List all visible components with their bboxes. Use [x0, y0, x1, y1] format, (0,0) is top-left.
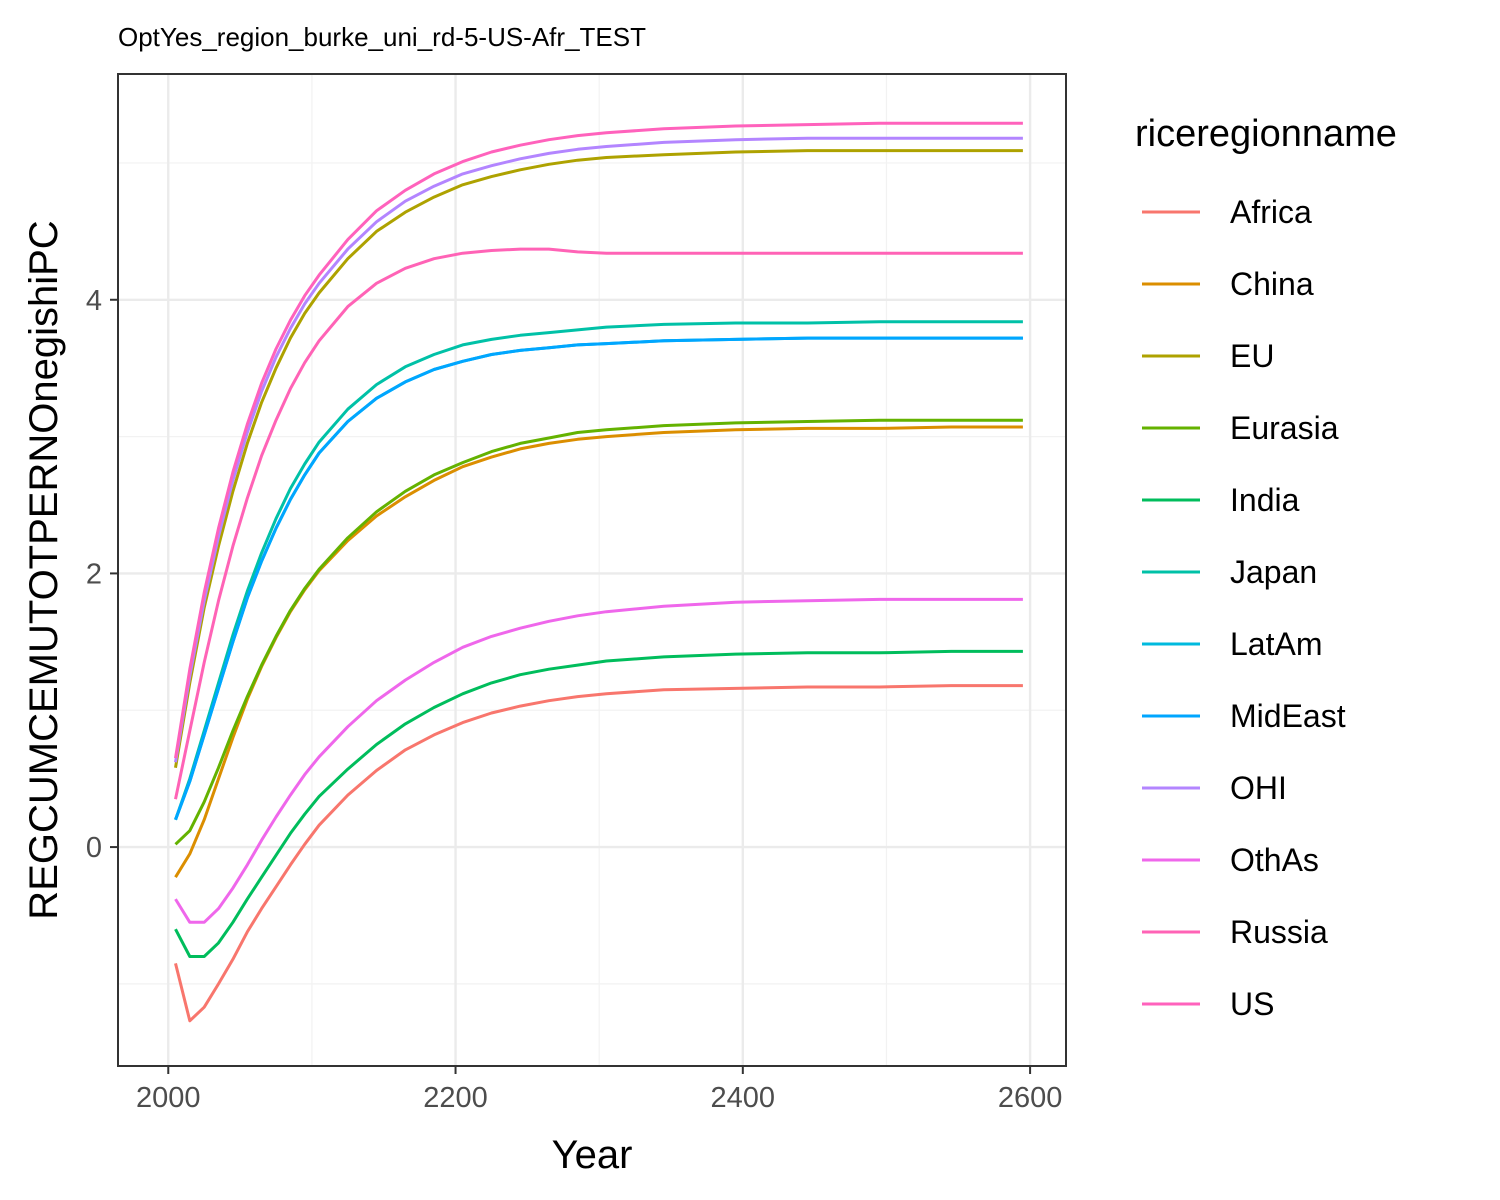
legend-label: LatAm: [1230, 626, 1322, 662]
series-line-eurasia: [174, 418, 1023, 846]
series-line-india: [174, 649, 1023, 958]
series-line-mideast: [174, 336, 1023, 821]
legend-label: Africa: [1230, 194, 1312, 230]
legend-item-india: India: [1142, 482, 1300, 518]
series-line-russia: [174, 247, 1023, 800]
legend-label: China: [1230, 266, 1314, 302]
grid: [118, 74, 1066, 1066]
series-line-ohi: [174, 136, 1023, 763]
legend-item-africa: Africa: [1142, 194, 1312, 230]
legend-item-mideast: MidEast: [1142, 698, 1346, 734]
legend-label: Eurasia: [1230, 410, 1339, 446]
legend-item-russia: Russia: [1142, 914, 1328, 950]
legend-label: EU: [1230, 338, 1274, 374]
series-line-othas: [174, 597, 1023, 924]
legend-label: OHI: [1230, 770, 1287, 806]
legend-item-eu: EU: [1142, 338, 1274, 374]
legend-label: US: [1230, 986, 1274, 1022]
y-tick-label: 0: [86, 832, 102, 864]
x-tick-label: 2600: [998, 1082, 1063, 1114]
x-axis-title: Year: [552, 1133, 633, 1177]
legend-item-latam: LatAm: [1142, 626, 1322, 662]
y-axis-title: REGCUMCEMUTOTPERNOnegishiPC: [22, 220, 66, 919]
series-line-china: [174, 425, 1023, 878]
legend-title: riceregionname: [1135, 113, 1397, 155]
legend-item-ohi: OHI: [1142, 770, 1287, 806]
x-tick-label: 2400: [711, 1082, 776, 1114]
legend-label: MidEast: [1230, 698, 1346, 734]
series-line-japan: [174, 320, 1023, 821]
legend-label: OthAs: [1230, 842, 1319, 878]
legend-item-othas: OthAs: [1142, 842, 1319, 878]
legend-label: Japan: [1230, 554, 1317, 590]
legend-label: India: [1230, 482, 1300, 518]
legend-label: Russia: [1230, 914, 1328, 950]
series-line-us: [174, 121, 1023, 759]
x-tick-label: 2200: [423, 1082, 488, 1114]
legend-item-japan: Japan: [1142, 554, 1317, 590]
series-lines: [174, 121, 1023, 1023]
chart-title: OptYes_region_burke_uni_rd-5-US-Afr_TEST: [118, 22, 646, 52]
legend-item-us: US: [1142, 986, 1274, 1022]
x-axis-ticks: 2000 2200 2400 2600: [136, 1066, 1062, 1114]
y-tick-label: 2: [86, 558, 102, 590]
y-axis-ticks: 0 2 4: [86, 285, 118, 864]
y-tick-label: 4: [86, 285, 102, 317]
legend: Africa China EU Eurasia India Japan LatAm MidEa…: [1142, 194, 1346, 1022]
series-line-eu: [174, 149, 1023, 768]
legend-item-china: China: [1142, 266, 1314, 302]
legend-item-eurasia: Eurasia: [1142, 410, 1339, 446]
x-tick-label: 2000: [136, 1082, 201, 1114]
series-line-africa: [174, 684, 1023, 1023]
plot-panel-border: [117, 73, 1067, 1067]
